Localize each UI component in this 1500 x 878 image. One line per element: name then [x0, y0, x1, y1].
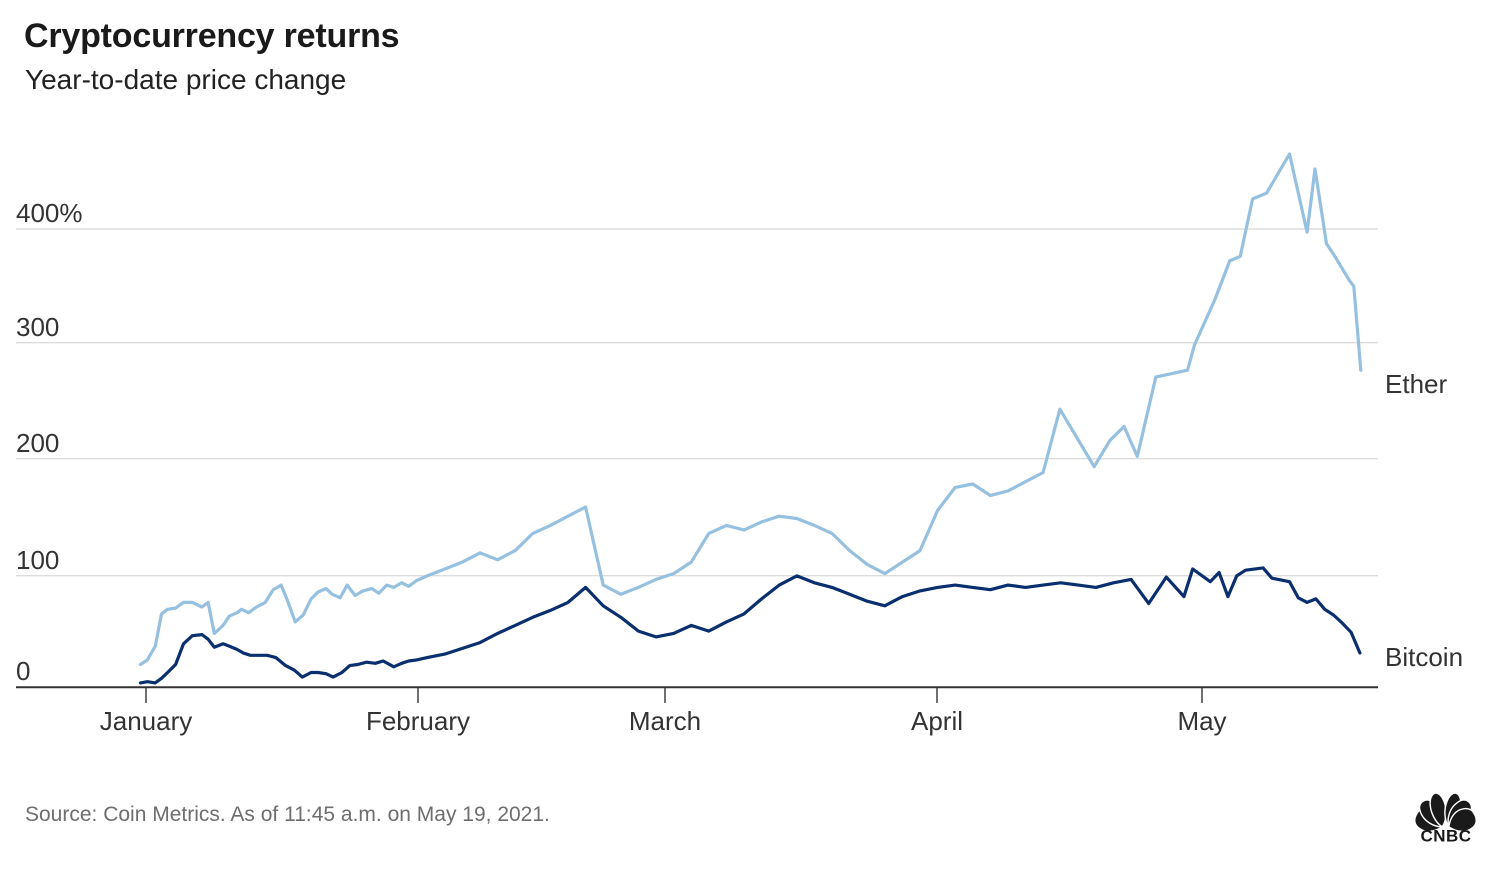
svg-text:January: January [100, 706, 193, 736]
svg-text:300: 300 [16, 312, 59, 342]
svg-text:100: 100 [16, 545, 59, 575]
svg-text:200: 200 [16, 428, 59, 458]
svg-text:0: 0 [16, 656, 30, 686]
svg-text:Ether: Ether [1385, 369, 1447, 399]
svg-text:CNBC: CNBC [1420, 827, 1471, 846]
svg-text:February: February [366, 706, 470, 736]
svg-text:March: March [629, 706, 701, 736]
svg-text:April: April [911, 706, 963, 736]
svg-text:May: May [1177, 706, 1226, 736]
svg-text:Bitcoin: Bitcoin [1385, 642, 1463, 672]
svg-text:400%: 400% [16, 198, 83, 228]
